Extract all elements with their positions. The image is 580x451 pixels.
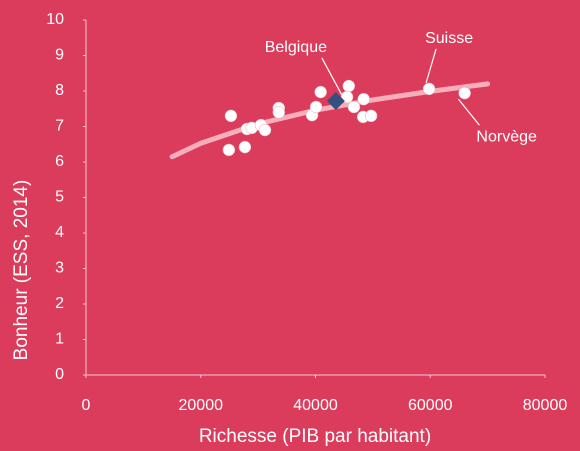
annotation-leader — [321, 57, 343, 96]
y-tick-label: 8 — [55, 82, 64, 99]
point — [258, 123, 272, 137]
x-tick-label: 0 — [82, 397, 91, 414]
annotation-leader — [425, 48, 437, 84]
point — [342, 79, 356, 93]
point — [272, 106, 286, 119]
point — [238, 140, 252, 154]
y-tick-label: 10 — [46, 11, 64, 28]
annotation-label: Suisse — [425, 30, 473, 47]
point — [422, 82, 436, 96]
y-tick-label: 9 — [55, 47, 64, 64]
point — [222, 143, 236, 157]
annotation-label: Belgique — [265, 39, 327, 56]
y-tick-label: 4 — [55, 224, 64, 241]
point — [314, 85, 327, 99]
y-tick-label: 5 — [55, 189, 64, 206]
y-tick-label: 7 — [55, 118, 64, 135]
y-tick-label: 3 — [55, 260, 64, 277]
point — [340, 90, 354, 104]
annotation-leader — [457, 98, 480, 126]
y-tick-label: 1 — [55, 331, 64, 348]
point — [224, 109, 238, 123]
y-tick-label: 2 — [55, 295, 64, 312]
x-tick-label: 80000 — [523, 397, 568, 414]
x-tick-label: 40000 — [293, 397, 338, 414]
x-axis-title: Richesse (PIB par habitant) — [199, 426, 431, 447]
x-tick-label: 60000 — [408, 397, 453, 414]
point — [309, 100, 323, 114]
annotation-label: Norvège — [476, 128, 537, 145]
point — [364, 109, 378, 123]
y-tick-label: 6 — [55, 153, 64, 170]
point-diamond — [326, 91, 345, 110]
y-axis-title: Bonheur (ESS, 2014) — [11, 180, 32, 361]
y-tick-label: 0 — [55, 366, 64, 383]
point — [357, 92, 370, 106]
point — [347, 100, 361, 114]
x-tick-label: 20000 — [179, 397, 224, 414]
point — [458, 86, 471, 100]
